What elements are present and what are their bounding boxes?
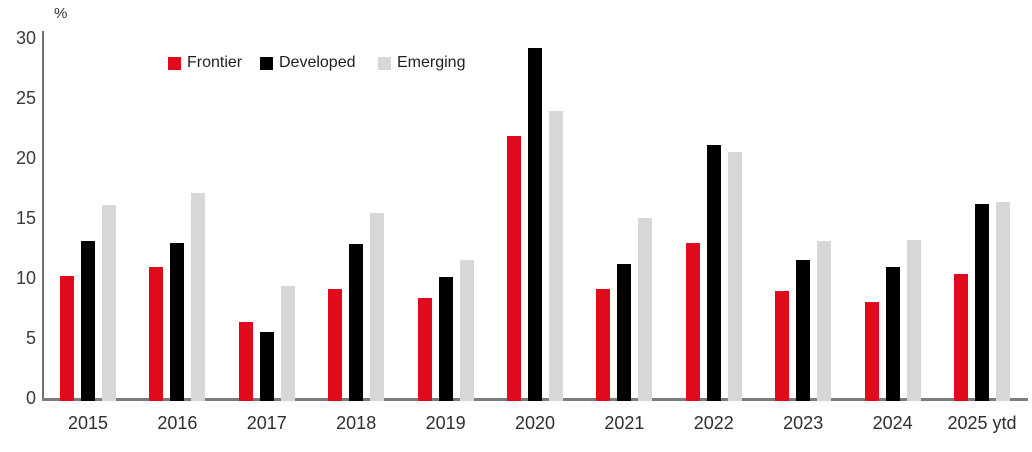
x-label-2024: 2024 xyxy=(872,413,913,433)
bar-developed-2024 xyxy=(885,267,900,401)
bar-frontier-2016 xyxy=(149,267,164,401)
bar-frontier-2023 xyxy=(775,291,790,401)
x-label-2020: 2020 xyxy=(514,413,556,433)
x-label-2023: 2023 xyxy=(783,413,824,433)
bar-developed-2020 xyxy=(528,47,542,401)
bar-developed-2023 xyxy=(796,260,811,401)
y-tick-label-20: 20 xyxy=(15,148,36,168)
bar-emerging-2015 xyxy=(102,204,116,401)
bar-frontier-2015 xyxy=(60,275,74,401)
x-label-2022: 2022 xyxy=(693,413,734,433)
bar-emerging-2025-ytd xyxy=(996,202,1010,401)
bar-frontier-2020 xyxy=(507,136,521,401)
x-label-2025-ytd: 2025 ytd xyxy=(947,413,1017,433)
y-tick-label-10: 10 xyxy=(15,268,36,288)
bar-emerging-2020 xyxy=(549,111,563,401)
legend-swatch-frontier xyxy=(168,56,181,70)
x-label-2017: 2017 xyxy=(246,413,287,433)
bar-developed-2018 xyxy=(349,244,364,401)
x-label-2015: 2015 xyxy=(67,413,109,433)
bar-frontier-2024 xyxy=(864,302,879,401)
bar-developed-2022 xyxy=(706,144,721,401)
bar-developed-2021 xyxy=(617,263,632,401)
bar-emerging-2022 xyxy=(727,152,742,401)
bar-emerging-2023 xyxy=(817,240,832,401)
legend: Frontier Developed Emerging xyxy=(0,54,1032,74)
x-label-2019: 2019 xyxy=(425,413,466,433)
legend-item-developed: Developed xyxy=(260,54,356,72)
bar-emerging-2019 xyxy=(459,260,474,401)
bar-frontier-2022 xyxy=(685,243,700,401)
legend-item-emerging: Emerging xyxy=(378,54,465,72)
bar-frontier-2018 xyxy=(328,288,343,401)
bar-emerging-2021 xyxy=(638,218,653,401)
legend-swatch-developed xyxy=(260,56,273,70)
x-label-2016: 2016 xyxy=(157,413,198,433)
legend-item-frontier: Frontier xyxy=(168,54,242,72)
bar-frontier-2017 xyxy=(238,322,253,401)
bar-frontier-2021 xyxy=(596,288,611,401)
bar-emerging-2018 xyxy=(370,213,385,401)
bar-emerging-2016 xyxy=(191,192,206,401)
y-tick-label-25: 25 xyxy=(15,88,36,108)
bar-developed-2019 xyxy=(438,276,453,401)
y-tick-label-0: 0 xyxy=(25,388,36,408)
legend-swatch-emerging xyxy=(378,56,391,70)
y-axis-line xyxy=(42,31,44,401)
bar-developed-2017 xyxy=(259,332,274,401)
y-tick-label-30: 30 xyxy=(15,28,36,48)
bar-emerging-2024 xyxy=(906,239,921,401)
y-axis-unit-label: % xyxy=(54,5,68,22)
legend-label-frontier: Frontier xyxy=(187,54,243,71)
legend-label-emerging: Emerging xyxy=(397,54,466,71)
bar-developed-2015 xyxy=(81,240,95,401)
y-tick-label-15: 15 xyxy=(15,208,36,228)
x-label-2018: 2018 xyxy=(336,413,377,433)
x-label-2021: 2021 xyxy=(604,413,645,433)
bar-developed-2016 xyxy=(170,243,185,401)
bar-frontier-2019 xyxy=(417,298,432,401)
bar-frontier-2025-ytd xyxy=(954,274,968,401)
bar-emerging-2017 xyxy=(280,286,295,401)
legend-label-developed: Developed xyxy=(279,54,356,71)
y-tick-label-5: 5 xyxy=(25,328,36,348)
bar-developed-2025-ytd xyxy=(975,203,989,401)
